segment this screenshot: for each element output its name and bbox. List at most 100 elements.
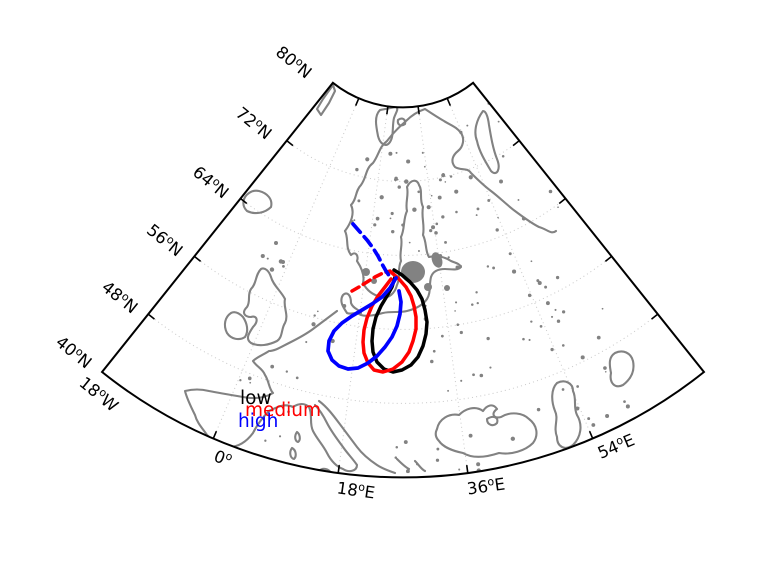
speckle-dot: [278, 259, 284, 264]
lake-ilmen: [444, 285, 450, 291]
trajectory-high-approach: [351, 222, 392, 279]
tick-top-3: [446, 98, 452, 107]
speckle-dot: [395, 445, 399, 449]
tick-top-2: [417, 106, 420, 115]
speckle-dot: [417, 249, 420, 252]
speckle-dot: [403, 440, 408, 444]
speckle-dot: [561, 388, 565, 391]
speckle-dot: [390, 211, 394, 216]
graticule-ticks: [147, 98, 659, 474]
speckle-dot: [444, 181, 447, 183]
coastline-svalbard: [374, 105, 407, 146]
coastline-corsica-sardinia: [289, 430, 333, 475]
tick-left-3: [147, 313, 155, 320]
speckle-dot: [260, 253, 265, 259]
speckle-dot: [454, 189, 459, 194]
speckle-dot: [357, 199, 361, 203]
speckle-dot: [247, 376, 252, 381]
coastline-britain: [243, 267, 288, 347]
speckle-dot: [388, 151, 393, 156]
speckle-dot: [576, 385, 580, 388]
speckle-dot: [394, 456, 398, 459]
speckle-dot: [486, 265, 490, 268]
speckle-dot: [517, 199, 520, 201]
tick-left-2: [193, 255, 202, 262]
speckle-dot: [417, 190, 421, 194]
speckle-dot: [404, 179, 409, 184]
coastline-scandinavia-barents: [343, 107, 558, 234]
coastline-aral-sea: [608, 350, 635, 388]
coastline-speckles: [239, 102, 640, 474]
meridian-label-18w: 18oW: [76, 372, 123, 415]
speckle-dot: [605, 413, 610, 419]
meridian-label-36e: 36oE: [466, 473, 507, 498]
island-faroe: [274, 241, 278, 245]
speckle-dot: [512, 269, 517, 274]
speckle-dot: [489, 366, 492, 369]
tick-right-3: [651, 313, 659, 320]
speckle-dot: [497, 216, 499, 219]
speckle-dot: [561, 310, 566, 314]
speckle-dot: [285, 370, 288, 373]
speckle-dot: [249, 381, 252, 384]
speckle-dot: [437, 195, 442, 200]
meridian-gridline-1: [337, 106, 389, 474]
tick-bottom-0: [212, 430, 218, 439]
speckle-dot: [266, 257, 269, 260]
speckle-dot: [435, 222, 439, 226]
speckle-dot: [455, 210, 458, 214]
coastline-black-sea: [434, 404, 538, 458]
speckle-dot: [459, 264, 462, 268]
speckle-dot: [311, 322, 316, 327]
map-boundary: [100, 81, 706, 479]
legend-item-medium: medium: [245, 400, 321, 421]
speckle-dot: [554, 308, 557, 311]
speckle-dot: [441, 172, 445, 176]
speckle-dot: [497, 120, 500, 123]
speckle-dot: [423, 165, 426, 168]
speckle-dot: [395, 151, 398, 154]
legend: low medium high: [238, 388, 321, 432]
boundary-outline: [100, 81, 706, 479]
speckle-dot: [510, 436, 515, 441]
speckle-dot: [264, 439, 267, 442]
speckle-dot: [556, 319, 561, 323]
speckle-dot: [537, 280, 542, 285]
speckle-dot: [434, 231, 438, 235]
meridian-label-18e: 18oE: [336, 477, 377, 502]
coastline-novaya-zemlya: [474, 109, 500, 175]
speckle-dot: [270, 364, 275, 369]
speckle-dot: [472, 373, 475, 377]
speckle-dot: [295, 376, 299, 380]
speckle-dot: [432, 349, 436, 353]
speckle-dot: [550, 347, 554, 352]
speckle-dot: [375, 216, 380, 221]
speckle-dot: [438, 254, 443, 258]
graticule: [147, 98, 659, 474]
speckle-dot: [373, 223, 377, 227]
speckle-dot: [459, 130, 463, 134]
meridian-gridline-0: [212, 98, 360, 439]
speckle-dot: [580, 355, 585, 360]
speckle-dot: [548, 189, 553, 194]
meridian-gridline-2: [417, 106, 469, 474]
speckle-dot: [389, 217, 392, 220]
speckle-dot: [431, 225, 436, 230]
speckle-dot: [458, 468, 461, 471]
parallel-label-56n: 56oN: [143, 220, 187, 261]
speckle-dot: [355, 167, 359, 172]
coastline-caspian-sea: [551, 380, 582, 449]
speckle-dot: [466, 124, 469, 127]
tick-left-0: [286, 140, 294, 147]
speckle-dot: [551, 315, 554, 318]
lake-onega: [431, 252, 443, 268]
speckle-dot: [557, 206, 559, 209]
speckle-dot: [596, 335, 601, 340]
speckle-dot: [342, 304, 347, 309]
parallel-gridline-3: [147, 313, 659, 404]
speckle-dot: [475, 214, 478, 217]
speckle-dot: [623, 400, 626, 404]
